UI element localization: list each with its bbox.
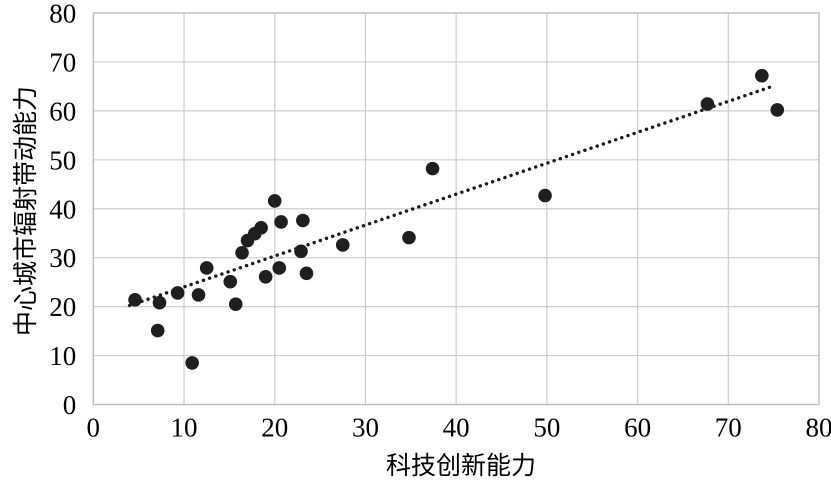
data-point-21 — [402, 230, 416, 245]
data-point-25 — [755, 68, 769, 83]
y-tick-label-10: 10 — [49, 341, 76, 371]
trend-line — [127, 83, 778, 308]
data-point-15 — [272, 261, 287, 275]
data-point-12 — [254, 221, 268, 235]
data-point-6 — [199, 261, 214, 275]
data-point-5 — [191, 288, 206, 302]
y-tick-label-50: 50 — [49, 145, 76, 175]
data-point-23 — [538, 188, 552, 203]
x-tick-label-20: 20 — [261, 413, 288, 443]
x-tick-label-0: 0 — [87, 413, 101, 443]
data-point-26 — [770, 103, 785, 117]
data-point-8 — [228, 297, 243, 311]
y-tick-label-70: 70 — [49, 47, 76, 77]
data-point-7 — [223, 274, 238, 289]
x-tick-label-30: 30 — [352, 413, 379, 443]
plot-border — [92, 12, 820, 406]
data-point-13 — [258, 269, 273, 284]
data-point-18 — [296, 213, 310, 228]
data-point-2 — [150, 323, 165, 338]
data-point-17 — [294, 244, 308, 259]
y-tick-label-20: 20 — [49, 292, 76, 322]
data-point-1 — [152, 295, 167, 310]
data-point-20 — [335, 238, 350, 252]
y-tick-label-30: 30 — [49, 243, 76, 273]
data-point-16 — [274, 215, 288, 229]
y-tick-label-60: 60 — [49, 96, 76, 126]
x-tick-label-10: 10 — [171, 413, 198, 443]
x-tick-label-80: 80 — [806, 413, 831, 443]
data-point-3 — [170, 286, 185, 300]
data-point-9 — [235, 245, 249, 260]
data-point-14 — [267, 194, 282, 208]
y-tick-label-0: 0 — [63, 390, 77, 420]
x-axis-title: 科技创新能力 — [385, 453, 537, 480]
data-point-0 — [128, 292, 142, 307]
data-point-19 — [299, 266, 314, 281]
x-tick-label-60: 60 — [624, 413, 651, 443]
x-tick-label-70: 70 — [715, 413, 742, 443]
y-tick-label-40: 40 — [49, 194, 76, 224]
data-point-22 — [425, 161, 440, 176]
x-tick-label-40: 40 — [443, 413, 470, 443]
data-point-24 — [700, 97, 715, 111]
data-point-4 — [185, 356, 199, 370]
y-tick-label-80: 80 — [49, 0, 76, 29]
x-tick-label-50: 50 — [533, 413, 560, 443]
